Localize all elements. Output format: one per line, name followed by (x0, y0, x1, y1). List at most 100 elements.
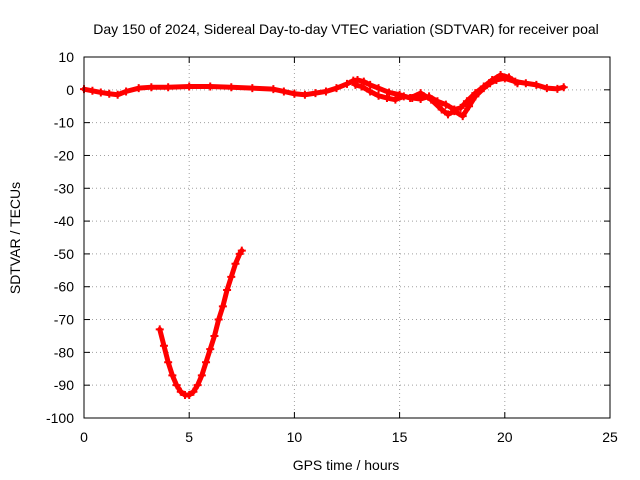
data-point-marker (456, 103, 465, 112)
data-point-marker (441, 100, 450, 109)
data-point-marker (134, 84, 143, 93)
data-point-marker (471, 89, 480, 98)
x-tick-label: 0 (80, 429, 88, 445)
data-point-marker (450, 105, 459, 114)
label-layer: 0 5 10 15 20 25 10 0 -10 -20 -30 -40 -50 -60 -70 -80 -90… (46, 49, 618, 445)
data-point-marker (227, 272, 236, 281)
y-tick-label: -40 (54, 213, 74, 229)
data-point-marker (176, 387, 185, 396)
y-tick-label: -50 (54, 246, 74, 262)
data-point-marker (290, 89, 299, 98)
y-tick-label: -30 (54, 180, 74, 196)
data-point-marker (206, 82, 215, 91)
y-tick-label: -10 (54, 115, 74, 131)
data-point-marker (279, 87, 288, 96)
data-point-marker (542, 84, 551, 93)
data-point-marker (391, 95, 400, 104)
data-point-marker (496, 71, 505, 80)
data-point-marker (147, 83, 156, 92)
data-point-marker (462, 97, 471, 106)
data-point-marker (159, 341, 168, 350)
x-tick-label: 25 (602, 429, 618, 445)
y-tick-label: -80 (54, 344, 74, 360)
data-point-marker (332, 84, 341, 93)
data-point-marker (269, 85, 278, 94)
grid-layer (84, 57, 610, 418)
data-point-marker (366, 87, 375, 96)
data-point-marker (479, 82, 488, 91)
data-point-marker (416, 95, 425, 104)
data-point-marker (202, 358, 211, 367)
series-layer (80, 71, 568, 400)
data-point-marker (155, 325, 164, 334)
data-point-marker (237, 246, 246, 255)
data-point-marker (210, 331, 219, 340)
data-point-marker (248, 84, 257, 93)
x-tick-label: 5 (185, 429, 193, 445)
data-point-marker (357, 82, 366, 91)
data-point-marker (164, 358, 173, 367)
data-point-marker (488, 75, 497, 84)
data-point-marker (300, 90, 309, 99)
chart-title: Day 150 of 2024, Sidereal Day-to-day VTE… (93, 21, 599, 37)
data-point-marker (193, 381, 202, 390)
data-point-marker (164, 83, 173, 92)
data-point-marker (197, 371, 206, 380)
y-tick-label: -100 (46, 410, 74, 426)
y-tick-label: -70 (54, 312, 74, 328)
data-point-marker (223, 286, 232, 295)
data-point-marker (218, 302, 227, 311)
data-point-marker (513, 79, 522, 88)
data-point-marker (465, 102, 474, 111)
x-tick-label: 10 (287, 429, 303, 445)
data-point-marker (172, 381, 181, 390)
data-point-marker (559, 83, 568, 92)
data-point-marker (105, 89, 114, 98)
data-point-marker (343, 79, 351, 88)
y-tick-label: -60 (54, 279, 74, 295)
data-point-marker (351, 80, 360, 89)
data-point-marker (96, 88, 105, 97)
data-point-marker (231, 259, 240, 268)
data-point-marker (374, 91, 383, 100)
data-point-marker (521, 79, 530, 88)
y-axis-label: SDTVAR / TECUs (7, 182, 23, 294)
y-tick-label: 10 (58, 49, 74, 65)
data-point-marker (374, 84, 383, 93)
tick-layer (83, 56, 611, 419)
data-point-marker (359, 77, 368, 86)
data-point-marker (437, 105, 446, 114)
y-tick-label: -90 (54, 377, 74, 393)
data-point-marker (311, 89, 320, 98)
data-point-marker (505, 73, 514, 82)
data-point-marker (113, 90, 122, 99)
data-point-marker (168, 371, 177, 380)
x-axis-label: GPS time / hours (293, 457, 400, 473)
data-point-marker (458, 112, 467, 121)
x-tick-label: 20 (497, 429, 513, 445)
data-point-marker (227, 83, 236, 92)
data-point-marker (353, 75, 362, 84)
y-tick-label: 0 (66, 82, 74, 98)
data-point-marker (185, 82, 194, 91)
y-tick-label: -20 (54, 147, 74, 163)
data-point-marker (532, 80, 541, 89)
data-point-marker (433, 97, 442, 106)
data-point-marker (88, 86, 97, 95)
data-point-marker (321, 87, 330, 96)
x-tick-label: 15 (392, 429, 408, 445)
data-point-marker (443, 110, 452, 119)
data-point-marker (385, 88, 394, 97)
data-point-marker (553, 84, 562, 93)
data-point-marker (425, 92, 434, 101)
data-point-marker (214, 315, 223, 324)
plot-frame (83, 56, 611, 419)
data-point-marker (382, 94, 391, 103)
data-point-marker (206, 345, 215, 354)
data-point-marker (399, 92, 408, 101)
data-point-marker (185, 391, 194, 400)
data-point-marker (189, 387, 198, 396)
data-point-marker (408, 94, 417, 103)
data-point-marker (122, 87, 131, 96)
